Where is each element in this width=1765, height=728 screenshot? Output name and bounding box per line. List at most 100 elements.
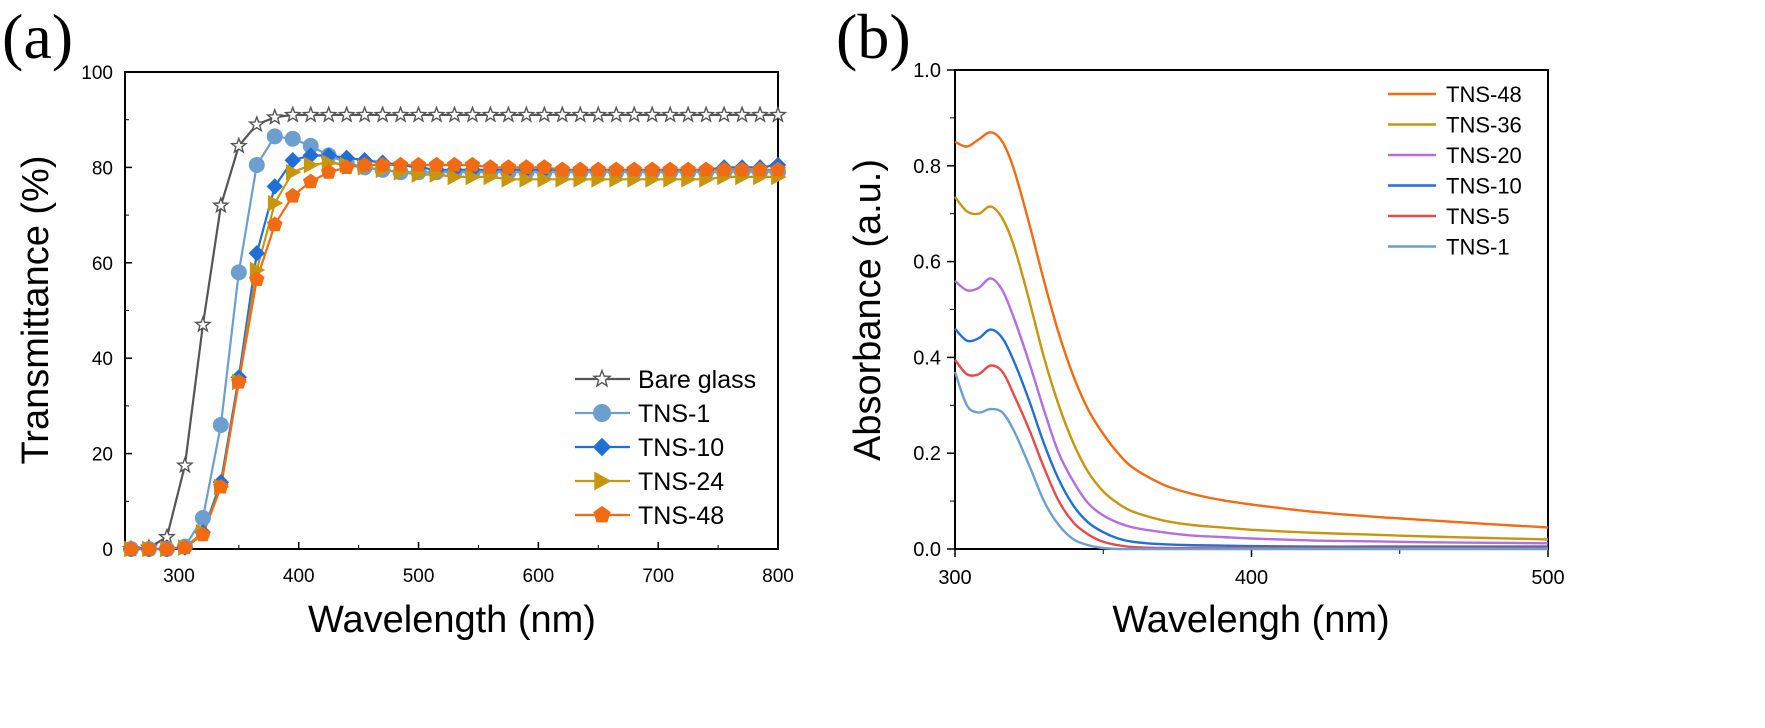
data-point-tns-10 bbox=[248, 245, 266, 262]
data-point-tns-48 bbox=[302, 173, 319, 189]
x-tick-label: 700 bbox=[642, 566, 674, 587]
data-point-tns-48 bbox=[464, 156, 481, 172]
data-point-tns-48 bbox=[141, 540, 157, 556]
data-point-bare-glass bbox=[427, 105, 446, 123]
data-point-bare-glass bbox=[661, 105, 680, 123]
data-point-bare-glass bbox=[157, 527, 176, 545]
data-point-tns-48 bbox=[482, 159, 499, 174]
data-point-bare-glass bbox=[355, 105, 374, 123]
data-point-bare-glass bbox=[571, 105, 590, 123]
data-point-tns-1 bbox=[230, 264, 247, 281]
series-line-tns-36 bbox=[954, 196, 1549, 541]
legend-label-tns-48: TNS-48 bbox=[638, 502, 724, 530]
legend-label-bare-glass: Bare glass bbox=[638, 366, 756, 394]
legend-label-tns-1: TNS-1 bbox=[1446, 235, 1510, 260]
series-line-tns-5 bbox=[954, 359, 1548, 550]
data-point-tns-24 bbox=[285, 163, 302, 181]
data-point-bare-glass bbox=[499, 105, 518, 123]
data-point-tns-24 bbox=[519, 170, 535, 188]
legend-label-tns-1: TNS-1 bbox=[638, 400, 710, 428]
data-point-bare-glass bbox=[697, 105, 716, 123]
data-point-bare-glass bbox=[481, 105, 500, 123]
data-point-tns-48 bbox=[446, 156, 463, 172]
data-point-bare-glass bbox=[319, 105, 338, 123]
data-point-bare-glass bbox=[607, 105, 626, 123]
data-point-tns-1 bbox=[284, 130, 301, 147]
panel-b: (b) 300 400 500 0.0 0.2 0.4 0.6 0.8 1.0 Waveleng… bbox=[836, 1, 1565, 641]
panel-b-ylabel: Absorbance (a.u.) bbox=[847, 159, 889, 461]
y-tick-label: 20 bbox=[92, 445, 113, 466]
data-point-bare-glass bbox=[283, 105, 302, 123]
data-point-bare-glass bbox=[679, 105, 698, 123]
data-point-tns-24 bbox=[537, 170, 553, 188]
data-point-bare-glass bbox=[517, 105, 536, 123]
data-point-tns-48 bbox=[626, 161, 642, 177]
data-point-tns-48 bbox=[195, 526, 211, 542]
data-point-tns-24 bbox=[303, 156, 320, 174]
data-point-bare-glass bbox=[535, 105, 554, 123]
panel-a-xlabel: Wavelength (nm) bbox=[308, 599, 596, 641]
data-point-tns-1 bbox=[266, 128, 283, 145]
data-point-tns-48 bbox=[752, 161, 768, 177]
legend-marker-bare-glass bbox=[592, 368, 612, 388]
data-point-tns-1 bbox=[194, 509, 211, 526]
data-point-tns-48 bbox=[698, 161, 714, 177]
panel-b-frame bbox=[954, 69, 1549, 550]
panel-a-legend: Bare glass TNS-1 TNS-10 TNS-24 TNS-48 bbox=[575, 366, 756, 530]
data-point-tns-48 bbox=[554, 161, 571, 177]
data-point-tns-10 bbox=[266, 178, 283, 195]
data-point-tns-48 bbox=[159, 540, 175, 556]
y-tick-label: 0.2 bbox=[913, 443, 941, 465]
y-tick-label: 1.0 bbox=[913, 60, 941, 82]
data-point-tns-48 bbox=[770, 161, 786, 177]
data-point-tns-48 bbox=[249, 271, 265, 287]
y-tick-label: 0 bbox=[102, 540, 113, 561]
data-point-tns-48 bbox=[231, 373, 247, 389]
data-point-tns-48 bbox=[590, 161, 606, 177]
series-line-tns-20 bbox=[954, 277, 1549, 545]
legend-label-tns-10: TNS-10 bbox=[638, 434, 724, 462]
data-point-tns-48 bbox=[123, 540, 139, 556]
x-tick-label: 300 bbox=[163, 566, 195, 587]
y-tick-label: 0.4 bbox=[913, 347, 941, 369]
panel-b-xlabel: Wavelengh (nm) bbox=[1112, 599, 1389, 641]
panel-b-ticks: 300 400 500 0.0 0.2 0.4 0.6 0.8 1.0 bbox=[913, 60, 1565, 589]
legend-marker-tns-1 bbox=[593, 404, 611, 422]
y-tick-label: 40 bbox=[92, 349, 113, 370]
data-point-bare-glass bbox=[643, 105, 662, 123]
data-point-tns-1 bbox=[212, 416, 229, 433]
data-point-bare-glass bbox=[768, 105, 788, 123]
panel-b-label: (b) bbox=[836, 1, 911, 72]
legend-marker-tns-24 bbox=[594, 471, 612, 491]
x-tick-label: 300 bbox=[938, 567, 971, 589]
data-point-tns-48 bbox=[410, 156, 427, 172]
data-point-bare-glass bbox=[553, 105, 572, 123]
x-tick-label: 500 bbox=[1531, 567, 1564, 589]
x-tick-label: 500 bbox=[403, 566, 435, 587]
data-point-tns-48 bbox=[518, 159, 535, 174]
data-point-bare-glass bbox=[229, 136, 248, 154]
data-point-bare-glass bbox=[247, 114, 266, 133]
data-point-tns-48 bbox=[374, 156, 391, 172]
legend-label-tns-36: TNS-36 bbox=[1446, 113, 1522, 138]
panel-a-ylabel: Transmittance (%) bbox=[15, 156, 57, 465]
legend-label-tns-24: TNS-24 bbox=[638, 468, 724, 496]
data-point-tns-48 bbox=[285, 187, 301, 203]
data-point-tns-24 bbox=[501, 170, 517, 188]
data-point-tns-1 bbox=[248, 157, 265, 174]
panel-b-legend: TNS-48 TNS-36 TNS-20 TNS-10 TNS-5 TNS-1 bbox=[1388, 82, 1522, 260]
data-point-tns-48 bbox=[338, 159, 355, 174]
legend-marker-tns-48 bbox=[593, 505, 611, 523]
data-point-bare-glass bbox=[175, 456, 194, 474]
legend-marker-tns-10 bbox=[592, 437, 612, 457]
y-tick-label: 80 bbox=[92, 158, 113, 179]
data-point-bare-glass bbox=[265, 107, 284, 125]
data-point-tns-48 bbox=[320, 164, 337, 179]
data-point-bare-glass bbox=[445, 105, 464, 123]
data-point-tns-48 bbox=[213, 478, 229, 494]
legend-label-tns-48: TNS-48 bbox=[1446, 82, 1522, 107]
data-point-tns-24 bbox=[267, 194, 284, 212]
data-point-tns-48 bbox=[662, 161, 678, 177]
y-tick-label: 100 bbox=[81, 63, 113, 84]
